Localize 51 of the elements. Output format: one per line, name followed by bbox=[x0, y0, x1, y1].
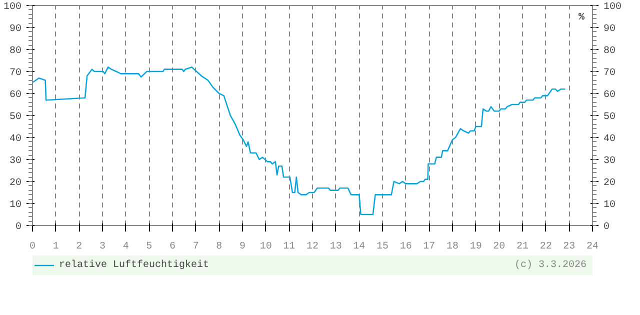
y2-tick-label: 30 bbox=[604, 156, 616, 167]
x-tick-label: 18 bbox=[446, 242, 459, 252]
y-tick-label: 90 bbox=[10, 24, 22, 35]
x-tick-label: 20 bbox=[493, 242, 506, 252]
y2-tick-label: 40 bbox=[604, 134, 616, 145]
x-tick-label: 23 bbox=[563, 242, 576, 252]
text: (c) 3.3.2026 bbox=[514, 259, 587, 271]
x-tick-label: 21 bbox=[516, 242, 529, 252]
y-tick-label: 40 bbox=[10, 134, 22, 145]
y2-tick-label: 70 bbox=[604, 68, 616, 79]
x-tick-label: 12 bbox=[306, 242, 319, 252]
x-tick-label: 22 bbox=[540, 242, 552, 252]
x-tick-label: 9 bbox=[240, 242, 246, 252]
x-tick-label: 6 bbox=[170, 242, 176, 252]
y2-tick-label: 100 bbox=[604, 2, 622, 13]
y-tick-label: 30 bbox=[10, 156, 22, 167]
y2-tick-label: 20 bbox=[604, 178, 616, 189]
x-tick-label: 0 bbox=[30, 242, 36, 252]
x-tick-label: 19 bbox=[470, 242, 482, 252]
x-tick-label: 8 bbox=[216, 242, 222, 252]
y2-tick-label: 50 bbox=[604, 112, 616, 123]
y-tick-label: 0 bbox=[16, 222, 22, 233]
x-tick-label: 15 bbox=[376, 242, 389, 252]
x-tick-label: 14 bbox=[353, 242, 366, 252]
x-tick-label: 10 bbox=[260, 242, 272, 252]
x-tick-label: 4 bbox=[122, 242, 129, 252]
y2-axis-title: % bbox=[578, 12, 585, 24]
y2-tick-label: 0 bbox=[604, 222, 610, 233]
y-tick-label: 50 bbox=[10, 112, 22, 123]
x-tick-label: 17 bbox=[423, 242, 436, 252]
x-tick-label: 2 bbox=[76, 242, 82, 252]
x-tick-label: 24 bbox=[586, 242, 599, 252]
y2-tick-label: 10 bbox=[604, 200, 616, 211]
y2-tick-label: 90 bbox=[604, 24, 616, 35]
x-tick-label: 11 bbox=[283, 242, 296, 252]
y-tick-label: 70 bbox=[10, 68, 22, 79]
x-tick-label: 5 bbox=[146, 242, 152, 252]
y2-tick-label: 80 bbox=[604, 46, 616, 57]
y-tick-label: 100 bbox=[3, 2, 22, 13]
x-tick-label: 13 bbox=[330, 242, 342, 252]
y-tick-label: 20 bbox=[10, 178, 22, 189]
y2-tick-label: 60 bbox=[604, 90, 616, 101]
y-tick-label: 80 bbox=[10, 46, 22, 57]
x-tick-label: 7 bbox=[192, 242, 199, 252]
x-tick-label: 1 bbox=[52, 242, 59, 252]
y-tick-label: 10 bbox=[10, 200, 22, 211]
x-tick-label: 3 bbox=[100, 242, 106, 252]
y-tick-label: 60 bbox=[10, 90, 22, 101]
legend-label: relative Luftfeuchtigkeit bbox=[59, 259, 210, 271]
line-series bbox=[32, 66, 566, 216]
x-tick-label: 16 bbox=[400, 242, 412, 252]
